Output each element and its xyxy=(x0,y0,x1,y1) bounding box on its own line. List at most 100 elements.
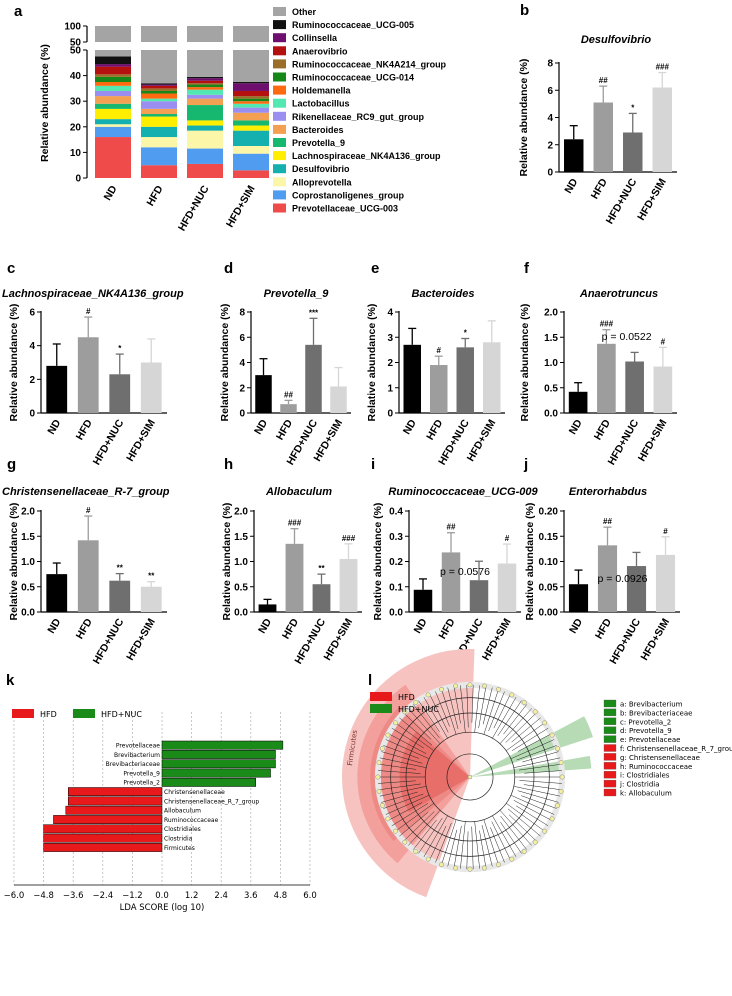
y-tick-label: 0.4 xyxy=(389,507,403,518)
bar xyxy=(413,589,433,612)
cladogram-branch xyxy=(441,689,457,735)
panel-k: k −6.0 −4.8 −3.6 −2.4 −1.2 0.0 1.2 2.4 3.6 4.8 6.0 L… xyxy=(4,672,317,913)
stack-segment xyxy=(141,90,177,94)
panel-letter-a: a xyxy=(14,3,23,20)
chart-title: Desulfovibrio xyxy=(581,34,652,46)
cladogram-node xyxy=(392,828,398,834)
y-tick-label: 2.0 xyxy=(234,507,248,518)
bar xyxy=(403,344,421,413)
stack-segment xyxy=(141,126,177,138)
cladogram-branch xyxy=(383,793,424,809)
cladogram-branch xyxy=(378,770,421,774)
significance-marker: # xyxy=(86,506,91,515)
x-category-label: HFD+SIM xyxy=(124,616,158,662)
cladogram-branch xyxy=(408,708,441,744)
lda-bar-label: Prevotella_9 xyxy=(123,770,160,777)
y-tick-label: 4 xyxy=(387,308,393,319)
cladogram-branch xyxy=(399,717,433,746)
cladogram-branch xyxy=(490,827,505,863)
cladogram-branch xyxy=(381,751,423,764)
cladogram-branch xyxy=(517,790,559,803)
bar xyxy=(597,545,618,612)
p-value-annotation: p = 0.0926 xyxy=(598,573,648,585)
cladogram-branch xyxy=(522,751,559,763)
bar xyxy=(46,574,68,612)
x-tick-label: 6.0 xyxy=(303,891,317,901)
panel-letter-j: j xyxy=(523,456,528,473)
stack-segment xyxy=(233,107,269,113)
stack-segment xyxy=(95,90,131,97)
cladogram-node xyxy=(385,732,391,738)
key-swatch xyxy=(603,753,617,761)
key-label: e: Prevotellaceae xyxy=(620,736,680,744)
cladogram-node xyxy=(481,683,487,689)
panel-letter-k: k xyxy=(6,672,15,689)
cladogram-branch xyxy=(471,684,474,723)
cladogram-node xyxy=(481,865,487,871)
cladogram-node xyxy=(379,803,385,808)
significance-marker: ### xyxy=(600,320,614,329)
y-tick-label: 0.05 xyxy=(539,582,559,593)
significance-marker: # xyxy=(437,346,442,355)
lda-bar xyxy=(161,750,276,759)
legend-label: Lachnospiraceae_NK4A136_group xyxy=(292,151,441,161)
stack-segment xyxy=(187,94,223,99)
significance-marker: ### xyxy=(656,63,670,72)
significance-marker: *** xyxy=(309,308,319,317)
y-tick-label: 8 xyxy=(239,308,245,319)
cladogram-node xyxy=(392,720,398,726)
stack-segment xyxy=(187,78,223,81)
y-tick-label: 8 xyxy=(547,59,553,70)
y-tick-label: 1.5 xyxy=(234,532,248,543)
cladogram-ring xyxy=(405,712,535,842)
y-axis-label: Relative abundance (%) xyxy=(219,304,231,422)
bar xyxy=(626,566,647,612)
significance-marker: ### xyxy=(342,534,356,543)
bar xyxy=(258,604,277,612)
panel-letter-h: h xyxy=(224,456,233,473)
cladogram-node xyxy=(559,774,565,780)
cladogram-branch xyxy=(521,795,557,809)
stack-segment xyxy=(187,148,223,164)
panel-letter-e: e xyxy=(371,260,379,277)
legend-swatch xyxy=(370,692,392,701)
legend-label: HFD+NUC xyxy=(398,705,439,714)
y-tick-label: 0 xyxy=(239,409,245,420)
x-category-label: ND xyxy=(252,417,270,436)
cladogram-branch xyxy=(429,825,447,860)
stack-segment xyxy=(141,84,177,86)
lda-bar xyxy=(65,805,163,815)
x-category-label: ND xyxy=(45,616,63,635)
bar xyxy=(255,375,272,413)
legend-swatch xyxy=(12,709,34,718)
x-category-label: HFD xyxy=(589,176,610,201)
panel-g: g Christensenellaceae_R-7_group 0.0 0.5 1.0 1… xyxy=(2,456,170,666)
x-category-label: HFD+SIM xyxy=(636,417,670,463)
panel-f: f Anaerotruncus 0.0 0.5 1.0 1.5 2.0 Relative ab… xyxy=(519,260,677,467)
y-tick-label: 50 xyxy=(70,38,82,49)
cladogram-branch xyxy=(429,694,449,733)
y-tick-label: 0.0 xyxy=(389,608,403,619)
cladogram-branch xyxy=(519,780,562,784)
cladogram-node xyxy=(453,683,459,689)
stack-segment xyxy=(141,101,177,109)
x-tick-label: 0.0 xyxy=(155,891,169,901)
cladogram-branch xyxy=(408,810,441,846)
legend-swatch xyxy=(273,190,286,200)
y-axis-label: Relative abundance (%) xyxy=(366,304,378,422)
stack-segment xyxy=(95,108,131,120)
bar xyxy=(456,347,474,413)
lda-bar xyxy=(68,787,163,797)
stack-segment xyxy=(95,103,131,109)
legend-label: Lactobacillus xyxy=(292,99,350,109)
cladogram-branch xyxy=(497,700,522,737)
cladogram-branch xyxy=(471,826,474,870)
clade-sector-brevibacteriaceae xyxy=(470,755,592,777)
chart-title: Prevotella_9 xyxy=(264,288,330,300)
x-tick-label: 4.8 xyxy=(274,891,288,901)
cladogram-node xyxy=(542,720,548,726)
y-tick-label: 2.0 xyxy=(544,308,558,319)
bar xyxy=(77,540,99,612)
stack-segment xyxy=(233,98,269,102)
cladogram-node xyxy=(402,709,408,715)
